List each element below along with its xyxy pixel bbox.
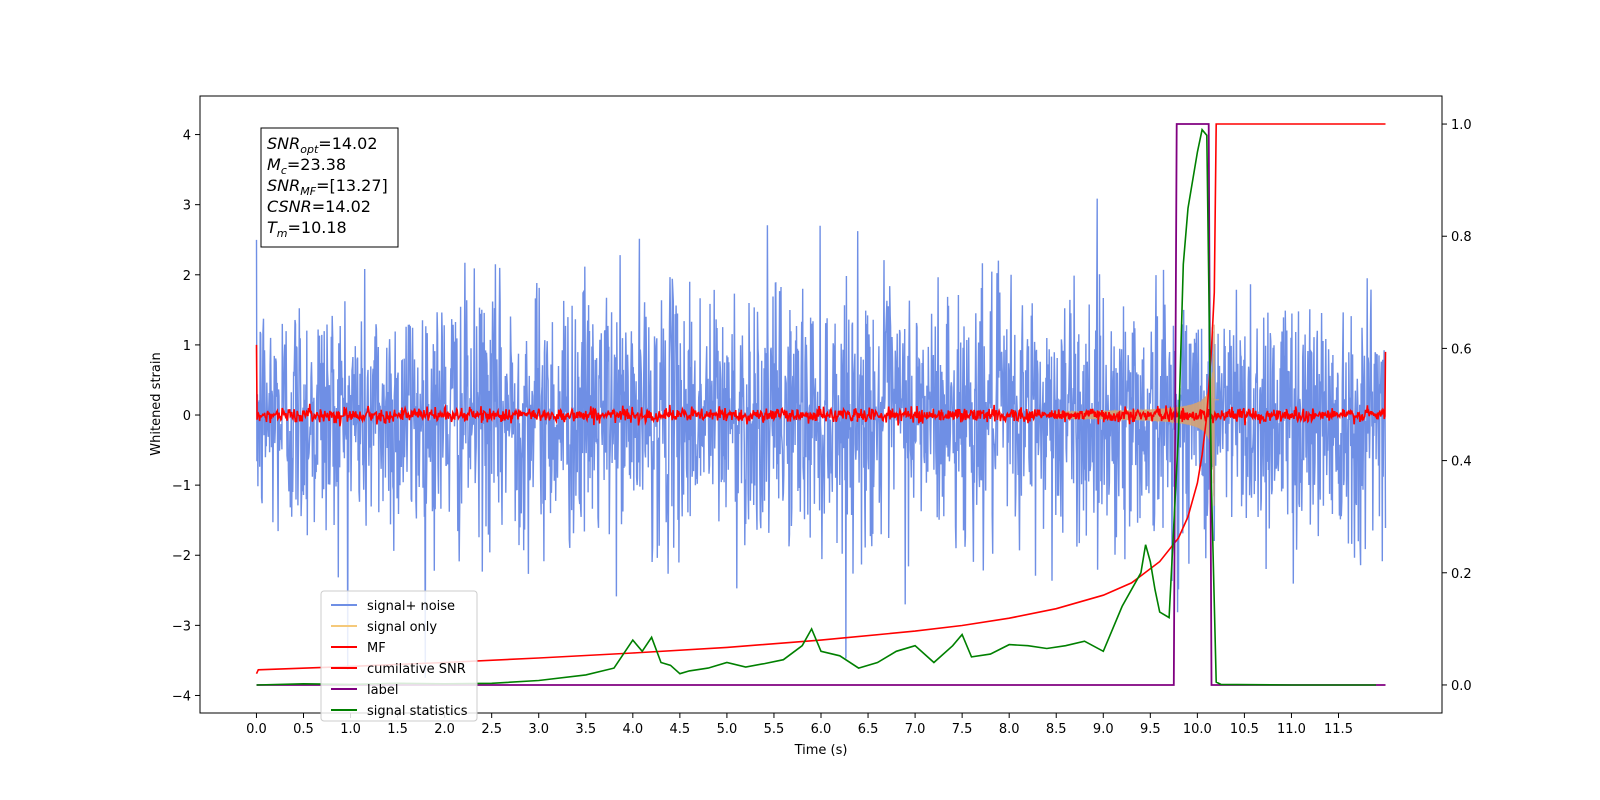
series-signal-noise-line xyxy=(255,198,1387,678)
legend: signal+ noise signal only MF cumilative SNR… xyxy=(320,590,478,722)
y-axis-left-label: Whitened strain xyxy=(149,352,164,455)
x-tick-label: 7.5 xyxy=(952,722,973,737)
y-right-tick-label: 1.0 xyxy=(1451,118,1472,133)
legend-label: label xyxy=(367,683,398,698)
x-tick-label: 8.0 xyxy=(999,722,1020,737)
y-left-tick-label: −1 xyxy=(172,479,191,494)
x-axis-label: Time (s) xyxy=(794,743,848,758)
y-left-tick-label: 2 xyxy=(183,269,191,284)
x-tick-label: 8.5 xyxy=(1046,722,1067,737)
legend-entries: signal+ noise signal only MF cumilative SNR… xyxy=(331,599,468,719)
annotation-line: Mc=23.38 xyxy=(267,155,346,177)
y-left-tick-label: −2 xyxy=(172,549,191,564)
x-tick-label: 10.0 xyxy=(1183,722,1212,737)
x-tick-label: 1.5 xyxy=(387,722,408,737)
y-left-tick-label: 0 xyxy=(183,409,191,424)
y-left-tick-label: 3 xyxy=(183,199,191,214)
x-tick-label: 1.0 xyxy=(340,722,361,737)
annotation-line: SNRopt=14.02 xyxy=(267,134,378,156)
y-axis-left-ticks: −4 −3 −2 −1 0 1 2 3 4 xyxy=(172,129,200,704)
x-tick-label: 6.5 xyxy=(858,722,879,737)
x-tick-label: 5.5 xyxy=(764,722,785,737)
legend-label: signal only xyxy=(367,620,437,635)
x-tick-label: 3.0 xyxy=(528,722,549,737)
x-axis-ticks: 0.0 0.5 1.0 1.5 2.0 2.5 3.0 3.5 4.0 4.5 5.0 5.5 6.0 6… xyxy=(246,713,1353,737)
x-tick-label: 4.5 xyxy=(670,722,691,737)
annotation-lines: SNRopt=14.02Mc=23.38SNRMF=[13.27]CSNR=14… xyxy=(267,134,388,240)
x-tick-label: 11.5 xyxy=(1324,722,1353,737)
y-right-tick-label: 0.2 xyxy=(1451,567,1472,582)
x-tick-label: 5.0 xyxy=(717,722,738,737)
annotation-box: SNRopt=14.02Mc=23.38SNRMF=[13.27]CSNR=14… xyxy=(260,127,399,248)
y-left-tick-label: −4 xyxy=(172,689,191,704)
series-signal-statistics-line xyxy=(256,127,1377,686)
x-tick-label: 4.0 xyxy=(622,722,643,737)
y-right-tick-label: 0.0 xyxy=(1451,679,1472,694)
annotation-line: CSNR=14.02 xyxy=(267,197,371,216)
y-left-tick-label: 1 xyxy=(183,339,191,354)
annotation-line: SNRMF=[13.27] xyxy=(267,176,388,198)
x-tick-label: 9.5 xyxy=(1140,722,1161,737)
legend-label: cumilative SNR xyxy=(367,662,466,677)
legend-label: signal statistics xyxy=(367,704,468,719)
x-tick-label: 10.5 xyxy=(1230,722,1259,737)
x-tick-label: 9.0 xyxy=(1093,722,1114,737)
legend-label: MF xyxy=(367,641,386,656)
legend-label: signal+ noise xyxy=(367,599,455,614)
x-tick-label: 3.5 xyxy=(575,722,596,737)
x-tick-label: 7.0 xyxy=(905,722,926,737)
series-mf-line xyxy=(255,344,1387,427)
y-axis-right-ticks: 0.0 0.2 0.4 0.6 0.8 1.0 xyxy=(1442,118,1472,694)
x-tick-label: 11.0 xyxy=(1277,722,1306,737)
x-tick-label: 2.5 xyxy=(481,722,502,737)
x-tick-label: 6.0 xyxy=(811,722,832,737)
x-tick-label: 0.5 xyxy=(293,722,314,737)
x-tick-label: 0.0 xyxy=(246,722,267,737)
y-left-tick-label: −3 xyxy=(172,619,191,634)
y-right-tick-label: 0.6 xyxy=(1451,342,1472,357)
x-tick-label: 2.0 xyxy=(434,722,455,737)
y-right-tick-label: 0.8 xyxy=(1451,230,1472,245)
y-left-tick-label: 4 xyxy=(183,129,191,144)
series-cumulative-snr-line xyxy=(255,123,1386,675)
y-right-tick-label: 0.4 xyxy=(1451,455,1472,470)
data-layer xyxy=(255,123,1387,686)
annotation-line: Tm=10.18 xyxy=(267,218,347,240)
